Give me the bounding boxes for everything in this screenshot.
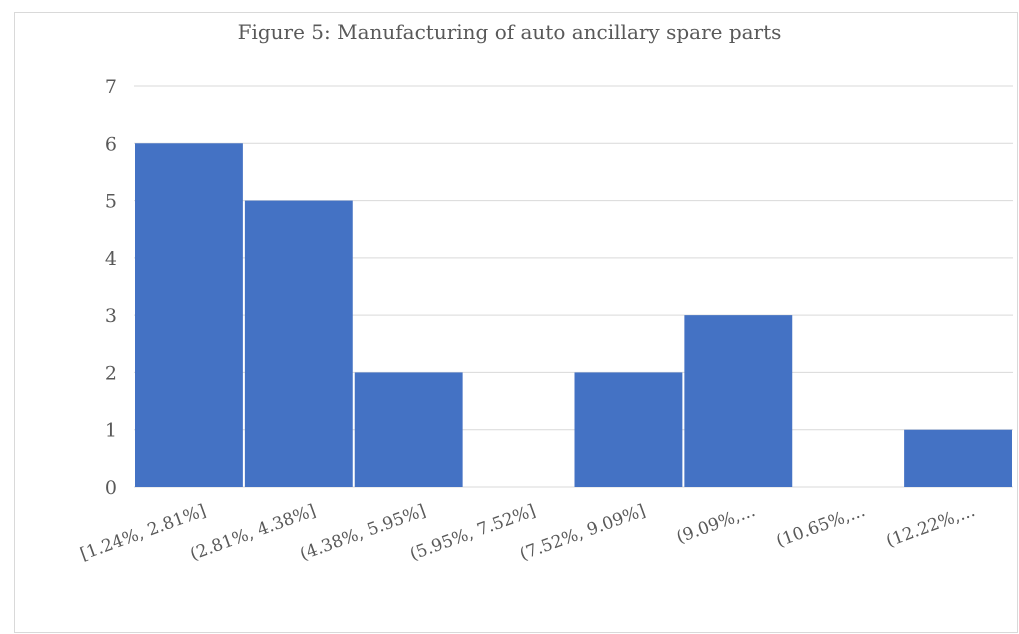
bar-5	[684, 315, 793, 487]
y-tick-label: 5	[105, 191, 117, 213]
x-axis-labels: [1.24%, 2.81%](2.81%, 4.38%](4.38%, 5.95…	[78, 501, 978, 565]
bar-2	[354, 372, 463, 487]
y-tick-label: 2	[105, 362, 117, 384]
y-tick-label: 1	[105, 420, 117, 442]
x-category-label: (7.52%, 9.09%]	[517, 501, 648, 565]
x-category-label: (5.95%, 7.52%]	[407, 501, 538, 565]
bar-1	[244, 200, 353, 488]
chart-title: Figure 5: Manufacturing of auto ancillar…	[237, 20, 782, 44]
y-tick-label: 7	[105, 76, 117, 98]
y-axis-ticks: 0 1 2 3 4 5 6 7	[105, 76, 117, 499]
bar-7	[904, 429, 1012, 487]
x-category-label: (2.81%, 4.38%]	[188, 501, 319, 565]
x-category-label: [1.24%, 2.81%]	[78, 501, 209, 565]
x-category-label: (12.22%,...	[883, 501, 977, 552]
x-category-label: (4.38%, 5.95%]	[297, 501, 428, 565]
y-tick-label: 6	[105, 133, 117, 155]
bar-4	[574, 372, 683, 487]
y-tick-label: 4	[105, 248, 117, 270]
y-tick-label: 3	[105, 305, 117, 327]
bar-0	[135, 143, 243, 488]
bars	[135, 143, 1012, 488]
x-category-label: (10.65%,...	[774, 501, 868, 552]
x-category-label: (9.09%,...	[674, 501, 758, 548]
y-tick-label: 0	[105, 477, 117, 499]
